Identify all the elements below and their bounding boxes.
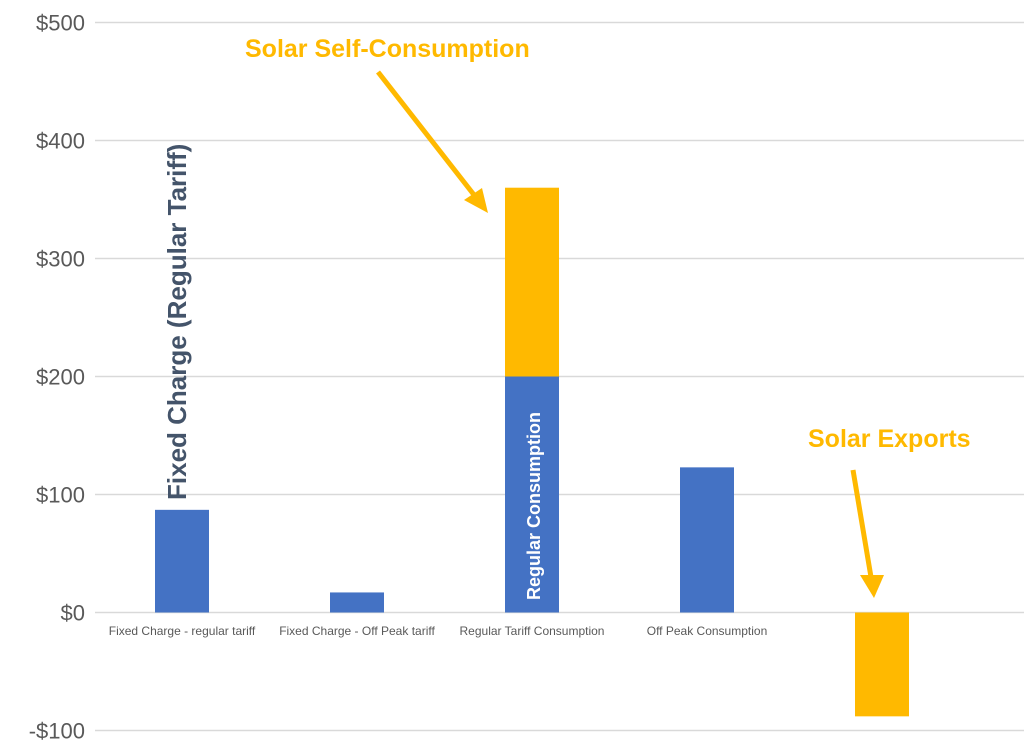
x-tick-label: Off Peak Consumption	[647, 624, 768, 638]
arrow-solar-exports-head-icon	[860, 575, 884, 598]
gridlines	[95, 21, 1024, 732]
annotation-fixed-charge: Fixed Charge (Regular Tariff)	[162, 144, 192, 500]
arrow-solar-exports-icon	[850, 469, 875, 584]
bar-series-1-2	[505, 376, 559, 613]
arrow-self-consumption-icon	[376, 70, 488, 213]
y-tick-label: $300	[36, 247, 85, 272]
y-tick-label: $100	[36, 483, 85, 508]
annotation-solar-self-consumption: Solar Self-Consumption	[245, 35, 530, 63]
bar-series-2-4	[855, 612, 909, 717]
y-tick-label: $0	[61, 601, 85, 626]
bar-series-1-3	[680, 467, 734, 613]
bar-series-1-0	[155, 509, 209, 613]
bar-series-2-2	[505, 187, 559, 377]
y-tick-label: -$100	[29, 719, 85, 744]
y-tick-label: $200	[36, 365, 85, 390]
bars	[155, 187, 909, 717]
x-axis-tick-labels: Fixed Charge - regular tariff Fixed Charg…	[109, 624, 768, 638]
y-tick-label: $400	[36, 129, 85, 154]
annotations: Solar Self-Consumption Solar Exports Fix…	[162, 35, 971, 600]
bar-series-1-1	[330, 592, 384, 613]
x-tick-label: Fixed Charge - regular tariff	[109, 624, 256, 638]
annotation-regular-consumption: Regular Consumption	[524, 412, 544, 600]
annotation-solar-exports: Solar Exports	[808, 425, 971, 453]
x-tick-label: Regular Tariff Consumption	[460, 624, 605, 638]
y-axis-tick-labels: -$100 $0 $100 $200 $300 $400 $500	[29, 11, 85, 744]
y-tick-label: $500	[36, 11, 85, 36]
x-tick-label: Fixed Charge - Off Peak tariff	[279, 624, 435, 638]
